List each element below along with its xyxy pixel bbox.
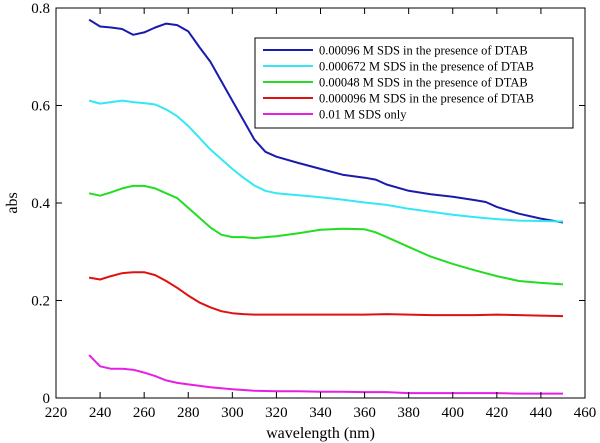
- x-tick-label: 320: [265, 405, 288, 421]
- series-line-3: [88, 184, 564, 286]
- y-tick-label: 0.4: [31, 196, 50, 212]
- series-line-5: [88, 354, 563, 395]
- legend-label: 0.000672 M SDS in the presence of DTAB: [319, 60, 534, 74]
- legend-label: 0.00048 M SDS in the presence of DTAB: [319, 76, 528, 90]
- y-tick-label: 0.2: [31, 294, 50, 310]
- x-tick-label: 340: [309, 405, 332, 421]
- axis-ticks: [55, 7, 586, 399]
- x-tick-label: 400: [442, 405, 465, 421]
- x-tick-label: 420: [486, 405, 509, 421]
- tick-labels: 220 240 260 280 300 320 340 360 380 400 420 440 460 0…: [31, 1, 596, 421]
- x-tick-label: 220: [45, 405, 68, 421]
- x-tick-label: 360: [353, 405, 376, 421]
- x-tick-label: 380: [397, 405, 420, 421]
- x-tick-label: 260: [133, 405, 156, 421]
- legend-label: 0.000096 M SDS in the presence of DTAB: [319, 92, 534, 106]
- y-tick-label: 0.8: [31, 1, 50, 17]
- x-tick-label: 440: [530, 405, 553, 421]
- x-tick-label: 280: [177, 405, 200, 421]
- legend: 0.00096 M SDS in the presence of DTAB 0.0…: [254, 37, 574, 129]
- series-line-1: [88, 18, 564, 224]
- plot-lines: [88, 18, 564, 395]
- x-tick-label: 300: [221, 405, 244, 421]
- series-line-2: [88, 99, 564, 223]
- y-axis-label: abs: [4, 192, 21, 213]
- y-tick-label: 0: [43, 391, 51, 407]
- x-axis-label: wavelength (nm): [266, 425, 375, 442]
- legend-label: 0.01 M SDS only: [319, 108, 407, 122]
- x-tick-label: 240: [89, 405, 112, 421]
- x-tick-label: 460: [574, 405, 597, 421]
- series-line-4: [88, 271, 564, 318]
- legend-label: 0.00096 M SDS in the presence of DTAB: [319, 44, 528, 58]
- y-tick-label: 0.6: [31, 99, 50, 115]
